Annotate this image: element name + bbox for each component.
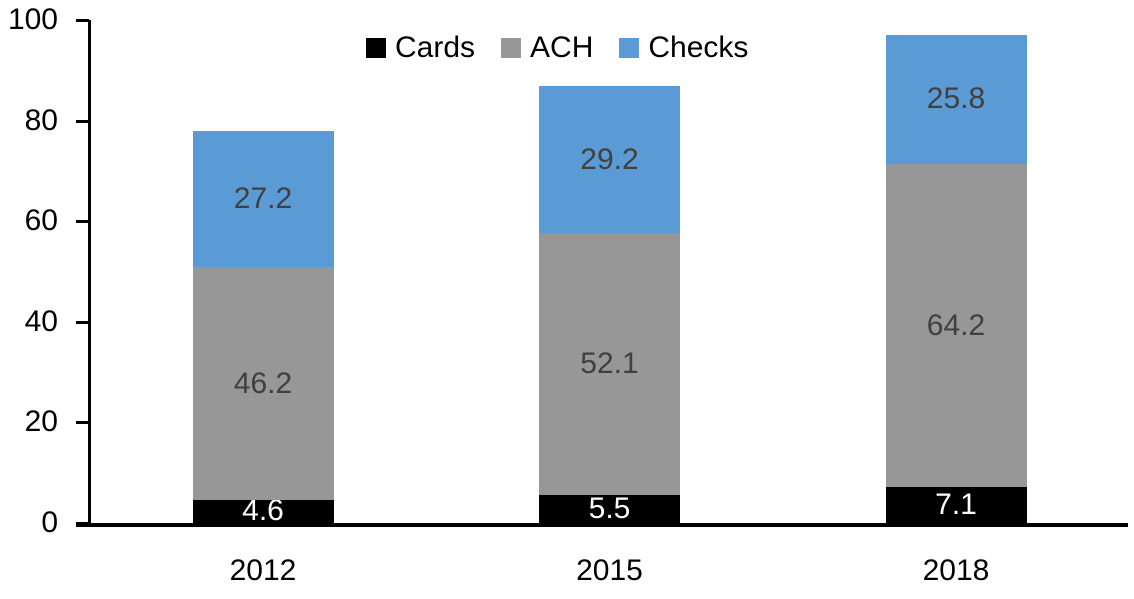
y-tick-mark — [76, 119, 89, 123]
y-tick-mark — [76, 421, 89, 425]
bar-2018-ach-segment: 64.2 — [885, 164, 1027, 488]
bar-2012-checks-segment: 27.2 — [192, 130, 334, 268]
legend-item-ach: ACH — [501, 31, 593, 64]
legend-label: Cards — [395, 31, 476, 64]
y-tick-mark — [76, 220, 89, 224]
x-axis-label-2012: 2012 — [229, 554, 297, 587]
legend-swatch-ach — [501, 37, 522, 58]
bar-2018-checks-segment: 25.8 — [885, 34, 1027, 165]
y-tick-label: 80 — [24, 103, 58, 137]
bar-2018-cards-segment: 7.1 — [885, 487, 1027, 523]
legend-swatch-cards — [366, 37, 386, 58]
bar-2015-cards-segment: 5.5 — [539, 492, 680, 526]
x-axis-line — [76, 523, 1128, 527]
y-tick-label: 40 — [24, 304, 58, 338]
y-tick-mark — [76, 320, 89, 324]
legend-item-checks: Checks — [619, 31, 748, 64]
bar-value-label: 27.2 — [233, 182, 293, 216]
x-axis-label-2015: 2015 — [576, 554, 643, 587]
bar-value-label: 64.2 — [926, 308, 986, 342]
bar-2012-ach-segment: 46.2 — [192, 267, 334, 500]
bar-2015-checks-segment: 29.2 — [539, 86, 680, 234]
y-tick-label: 60 — [24, 204, 58, 238]
legend-label: ACH — [530, 31, 594, 64]
bar-value-label: 29.2 — [580, 142, 639, 176]
y-tick-label: 100 — [7, 3, 58, 36]
bar-value-label: 7.1 — [935, 488, 977, 522]
y-tick-label: 0 — [41, 506, 58, 539]
bar-value-label: 46.2 — [233, 366, 293, 400]
y-axis-line — [88, 20, 91, 523]
legend-swatch-checks — [619, 37, 640, 58]
y-tick-mark — [76, 19, 89, 22]
bar-value-label: 5.5 — [588, 492, 631, 526]
bar-value-label: 4.6 — [242, 494, 284, 528]
bar-2015-ach-segment: 52.1 — [539, 233, 680, 496]
bar-value-label: 25.8 — [926, 82, 986, 116]
bar-2012-cards-segment: 4.6 — [192, 496, 334, 526]
legend-item-cards: Cards — [366, 31, 475, 64]
y-tick-label: 20 — [24, 405, 58, 439]
chart-legend: Cards ACH Checks — [366, 31, 748, 64]
legend-label: Checks — [648, 31, 749, 64]
x-axis-label-2018: 2018 — [922, 554, 990, 587]
bar-value-label: 52.1 — [580, 347, 639, 381]
